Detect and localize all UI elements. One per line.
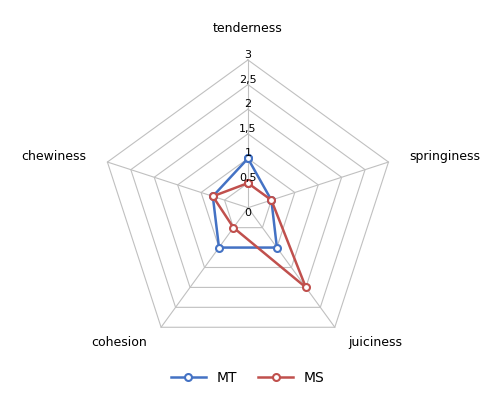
- Text: cohesion: cohesion: [92, 336, 148, 349]
- Legend: MT, MS: MT, MS: [166, 366, 330, 390]
- Text: chewiness: chewiness: [22, 150, 86, 163]
- Text: 2: 2: [244, 99, 252, 109]
- Text: springiness: springiness: [409, 150, 480, 163]
- Text: 0: 0: [244, 208, 252, 218]
- Text: tenderness: tenderness: [213, 22, 283, 35]
- Text: 1: 1: [244, 149, 252, 158]
- Text: 3: 3: [244, 50, 252, 60]
- Text: 2,5: 2,5: [239, 74, 257, 85]
- Text: juiciness: juiciness: [348, 336, 403, 349]
- Text: 1,5: 1,5: [239, 124, 256, 134]
- Text: 0,5: 0,5: [239, 173, 256, 183]
